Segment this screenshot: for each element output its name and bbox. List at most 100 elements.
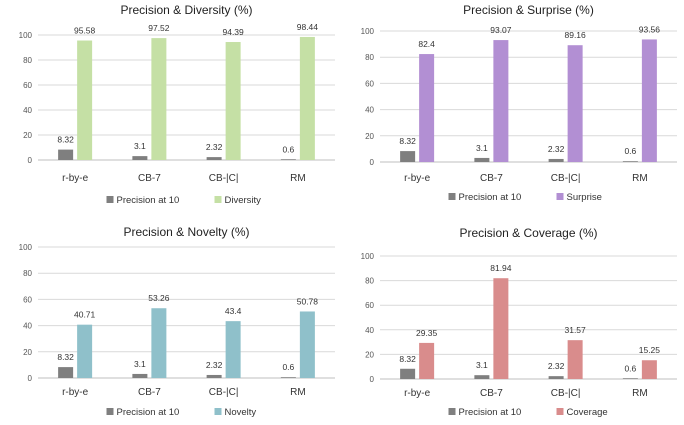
legend-swatch bbox=[448, 193, 456, 200]
bar-diversity bbox=[151, 38, 167, 160]
legend-swatch bbox=[106, 408, 114, 415]
x-tick-label: CB-|C| bbox=[551, 173, 581, 184]
data-label: 2.32 bbox=[206, 142, 223, 152]
y-tick-label: 80 bbox=[365, 277, 374, 286]
bar-precision bbox=[58, 367, 74, 378]
y-tick-label: 80 bbox=[365, 53, 374, 62]
bar-precision bbox=[280, 159, 296, 160]
bar-precision bbox=[400, 151, 416, 162]
y-tick-label: 20 bbox=[365, 350, 374, 359]
chart-precision-surprise: Precision & Surprise (%) 0 20 40 60 80 100 8.32… bbox=[342, 0, 684, 212]
bar-surprise bbox=[567, 45, 583, 162]
bar-precision bbox=[206, 374, 222, 378]
y-tick-label: 40 bbox=[23, 322, 32, 331]
legend-swatch bbox=[214, 196, 222, 203]
y-tick-label: 60 bbox=[23, 81, 32, 90]
bar-precision bbox=[58, 149, 74, 160]
bar-surprise bbox=[493, 40, 509, 162]
chart-svg: Precision & Diversity (%) 0 20 40 60 80 100 8.3… bbox=[19, 3, 335, 206]
bar-coverage bbox=[419, 342, 435, 379]
data-label: 50.78 bbox=[297, 296, 319, 306]
legend-label: Precision at 10 bbox=[117, 407, 180, 418]
x-tick-label: CB-|C| bbox=[551, 388, 581, 399]
x-tick-label: RM bbox=[632, 388, 648, 399]
y-tick-label: 40 bbox=[365, 326, 374, 335]
legend-label: Surprise bbox=[567, 192, 602, 203]
bar-precision bbox=[474, 375, 490, 379]
data-label: 3.1 bbox=[134, 141, 146, 151]
legend-label: Precision at 10 bbox=[459, 192, 522, 203]
legend-label: Novelty bbox=[225, 407, 257, 418]
x-tick-label: r-by-e bbox=[404, 388, 431, 399]
x-tick-label: r-by-e bbox=[404, 173, 431, 184]
bar-precision bbox=[548, 158, 564, 162]
bar-precision bbox=[132, 156, 148, 160]
legend-label: Precision at 10 bbox=[117, 195, 180, 206]
data-label: 0.6 bbox=[282, 144, 294, 154]
legend-swatch bbox=[556, 193, 564, 200]
y-tick-label: 20 bbox=[23, 131, 32, 140]
chart-svg: Precision & Coverage (%) 0 20 40 60 80 100 8.32… bbox=[361, 226, 677, 418]
y-tick-label: 40 bbox=[365, 106, 374, 115]
bar-novelty bbox=[225, 321, 241, 378]
data-label: 53.26 bbox=[148, 293, 170, 303]
legend-swatch bbox=[214, 408, 222, 415]
bar-surprise bbox=[419, 54, 435, 162]
y-tick-label: 80 bbox=[23, 56, 32, 65]
data-label: 3.1 bbox=[476, 360, 488, 370]
data-label: 31.57 bbox=[564, 325, 586, 335]
x-tick-label: CB-7 bbox=[480, 173, 503, 184]
data-label: 2.32 bbox=[548, 144, 565, 154]
data-label: 81.94 bbox=[490, 263, 512, 273]
data-label: 40.71 bbox=[74, 310, 96, 320]
data-label: 93.07 bbox=[490, 25, 512, 35]
x-tick-label: RM bbox=[290, 173, 306, 184]
y-tick-label: 100 bbox=[19, 31, 33, 40]
bar-surprise bbox=[641, 39, 657, 162]
chart-title: Precision & Diversity (%) bbox=[120, 3, 252, 17]
bar-diversity bbox=[77, 40, 93, 160]
data-label: 94.39 bbox=[222, 27, 244, 37]
y-tick-label: 20 bbox=[23, 348, 32, 357]
bar-precision bbox=[622, 161, 638, 162]
x-tick-label: r-by-e bbox=[62, 387, 89, 398]
y-tick-label: 0 bbox=[28, 374, 33, 383]
chart-svg: Precision & Surprise (%) 0 20 40 60 80 100 8.32… bbox=[361, 3, 677, 203]
data-label: 0.6 bbox=[282, 362, 294, 372]
legend-label: Coverage bbox=[567, 407, 608, 418]
y-tick-label: 60 bbox=[23, 295, 32, 304]
data-label: 3.1 bbox=[134, 359, 146, 369]
bar-precision bbox=[622, 378, 638, 379]
x-tick-label: RM bbox=[290, 387, 306, 398]
chart-title: Precision & Coverage (%) bbox=[459, 226, 597, 240]
chart-title: Precision & Surprise (%) bbox=[463, 3, 594, 17]
bar-novelty bbox=[151, 308, 167, 378]
data-label: 8.32 bbox=[57, 352, 74, 362]
y-tick-label: 100 bbox=[361, 27, 375, 36]
y-tick-label: 0 bbox=[370, 375, 375, 384]
y-tick-label: 40 bbox=[23, 106, 32, 115]
data-label: 98.44 bbox=[297, 22, 319, 32]
legend-swatch bbox=[556, 408, 564, 415]
x-tick-label: CB-|C| bbox=[209, 173, 239, 184]
x-tick-label: CB-7 bbox=[480, 388, 503, 399]
data-label: 89.16 bbox=[564, 30, 586, 40]
x-tick-label: CB-7 bbox=[138, 387, 161, 398]
chart-title: Precision & Novelty (%) bbox=[123, 225, 249, 239]
data-label: 2.32 bbox=[548, 361, 565, 371]
data-label: 95.58 bbox=[74, 26, 96, 36]
data-label: 93.56 bbox=[639, 24, 661, 34]
y-tick-label: 100 bbox=[361, 252, 375, 261]
data-label: 43.4 bbox=[225, 306, 242, 316]
data-label: 29.35 bbox=[416, 328, 438, 338]
bar-coverage bbox=[641, 360, 657, 379]
data-label: 97.52 bbox=[148, 23, 170, 33]
bar-precision bbox=[400, 368, 416, 379]
bar-novelty bbox=[77, 324, 93, 378]
data-label: 0.6 bbox=[624, 146, 636, 156]
y-tick-label: 20 bbox=[365, 132, 374, 141]
bar-precision bbox=[280, 377, 296, 378]
data-label: 8.32 bbox=[399, 354, 416, 364]
data-label: 8.32 bbox=[399, 136, 416, 146]
y-tick-label: 100 bbox=[19, 243, 33, 252]
